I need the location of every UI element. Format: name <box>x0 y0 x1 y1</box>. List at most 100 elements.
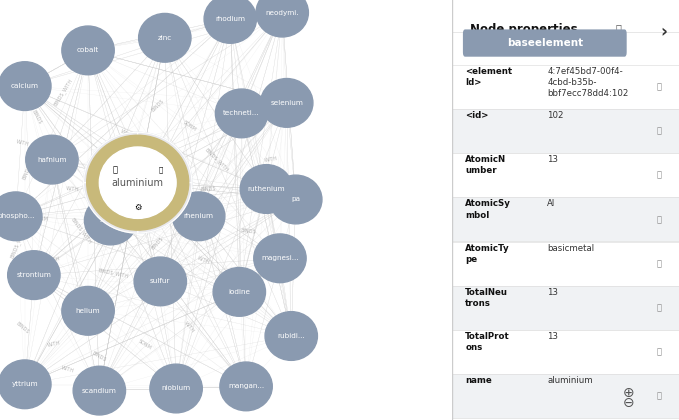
Circle shape <box>7 251 60 299</box>
Text: ⚙: ⚙ <box>134 203 141 213</box>
Text: BINDS: BINDS <box>240 228 257 234</box>
Text: basicmetal: basicmetal <box>547 244 594 252</box>
FancyBboxPatch shape <box>463 29 627 57</box>
Text: BINDS: BINDS <box>27 278 36 294</box>
Text: cobalt: cobalt <box>77 47 99 53</box>
Text: WITH: WITH <box>264 156 278 163</box>
Text: AtomicSy
mbol: AtomicSy mbol <box>465 200 511 220</box>
Text: yttrium: yttrium <box>12 381 38 387</box>
Text: WITH: WITH <box>196 255 210 265</box>
Circle shape <box>172 192 225 241</box>
Circle shape <box>99 147 176 218</box>
Circle shape <box>213 268 265 316</box>
Text: iodine: iodine <box>228 289 251 295</box>
Text: SONM: SONM <box>182 120 197 132</box>
FancyBboxPatch shape <box>452 374 679 418</box>
Text: BINDS: BINDS <box>15 321 30 334</box>
Text: ⧉: ⧉ <box>656 259 661 268</box>
Text: magnesi...: magnesi... <box>261 255 299 261</box>
Circle shape <box>204 0 257 43</box>
Text: selenium: selenium <box>270 100 303 106</box>
FancyBboxPatch shape <box>452 65 679 109</box>
Text: ⧉: ⧉ <box>656 215 661 224</box>
Text: AtomicN
umber: AtomicN umber <box>465 155 507 176</box>
Circle shape <box>84 132 192 233</box>
Text: ruthenium: ruthenium <box>248 186 285 192</box>
Text: phospho...: phospho... <box>0 213 35 219</box>
Text: WITH: WITH <box>16 139 30 147</box>
Text: TotalNeu
trons: TotalNeu trons <box>465 288 508 308</box>
Text: 4:7ef45bd7-00f4-
4cbd-b35b-
bbf7ecc78dd4:102: 4:7ef45bd7-00f4- 4cbd-b35b- bbf7ecc78dd4… <box>547 67 629 98</box>
Text: BINDS: BINDS <box>200 186 215 192</box>
Text: ⧉: ⧉ <box>656 127 661 136</box>
Circle shape <box>0 192 42 241</box>
Text: BINDS_WITH: BINDS_WITH <box>52 78 74 107</box>
Text: WITH: WITH <box>60 365 75 374</box>
Text: BINDS: BINDS <box>95 181 104 197</box>
FancyBboxPatch shape <box>452 153 679 197</box>
Text: SONM: SONM <box>67 290 77 306</box>
Text: pa: pa <box>291 197 300 202</box>
Wedge shape <box>84 183 138 233</box>
Text: ⊖: ⊖ <box>623 396 635 410</box>
Text: BINDS: BINDS <box>151 236 165 251</box>
Text: ⧉: ⧉ <box>656 83 661 92</box>
Text: SONM: SONM <box>137 339 152 350</box>
Circle shape <box>254 234 306 283</box>
Text: <element
Id>: <element Id> <box>465 67 513 87</box>
Text: BINDS: BINDS <box>22 164 33 180</box>
Text: BINDS_WITH: BINDS_WITH <box>10 228 26 259</box>
Text: rhodium: rhodium <box>215 16 245 22</box>
Circle shape <box>265 312 317 360</box>
Circle shape <box>240 165 293 213</box>
Text: BINDS_WITH: BINDS_WITH <box>70 217 93 245</box>
Text: ⧉: ⧉ <box>656 347 661 356</box>
Text: ⏱: ⏱ <box>615 23 621 33</box>
Text: Node properties: Node properties <box>470 23 577 36</box>
Text: name: name <box>465 376 492 385</box>
Wedge shape <box>138 132 192 183</box>
Text: BINDS: BINDS <box>31 110 42 126</box>
Text: TotalProt
ons: TotalProt ons <box>465 332 510 352</box>
Text: AtomicTy
pe: AtomicTy pe <box>465 244 510 264</box>
FancyBboxPatch shape <box>452 197 679 241</box>
Text: aluminium: aluminium <box>112 178 164 188</box>
Text: WITH: WITH <box>228 111 241 124</box>
Text: hafnium: hafnium <box>37 157 67 163</box>
Circle shape <box>62 286 114 335</box>
Text: WITH: WITH <box>48 341 61 348</box>
Text: 👁: 👁 <box>158 167 162 173</box>
Text: SONM: SONM <box>167 181 176 197</box>
Wedge shape <box>84 132 138 183</box>
Circle shape <box>150 364 202 413</box>
Text: niobium: niobium <box>162 386 191 391</box>
Circle shape <box>134 257 187 306</box>
Text: WITH: WITH <box>120 129 133 140</box>
Circle shape <box>256 0 308 37</box>
Text: sulfur: sulfur <box>150 278 170 284</box>
Text: techneti...: techneti... <box>223 110 260 116</box>
Text: rubidi...: rubidi... <box>278 333 305 339</box>
Text: ⧉: ⧉ <box>656 171 661 180</box>
Text: WITH: WITH <box>65 186 79 192</box>
Text: strontium: strontium <box>16 272 52 278</box>
Text: scandium: scandium <box>82 388 117 394</box>
Text: mangan...: mangan... <box>228 383 264 389</box>
Text: BINDS: BINDS <box>92 351 107 363</box>
Text: <id>: <id> <box>465 111 489 120</box>
Text: neodymi.: neodymi. <box>265 10 299 16</box>
Text: SONM: SONM <box>33 215 48 221</box>
Text: 102: 102 <box>547 111 564 120</box>
Text: 13: 13 <box>547 332 558 341</box>
Text: zinc: zinc <box>158 35 172 41</box>
Circle shape <box>215 89 268 138</box>
Text: BINDS: BINDS <box>151 98 165 112</box>
Text: WITH: WITH <box>48 256 61 265</box>
Text: aluminium: aluminium <box>547 376 593 385</box>
Text: ›: › <box>661 23 667 41</box>
Circle shape <box>62 26 114 75</box>
Circle shape <box>139 13 191 62</box>
Text: BINDS_WITH: BINDS_WITH <box>204 147 230 173</box>
Text: 13: 13 <box>547 288 558 297</box>
Wedge shape <box>138 183 192 233</box>
